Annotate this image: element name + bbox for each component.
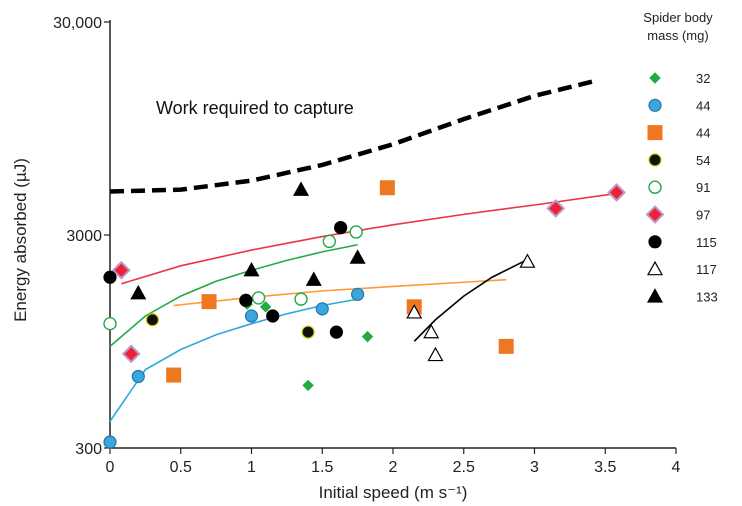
x-tick-label: 3 [530, 459, 539, 476]
data-point-triangle-open-117 [423, 323, 440, 339]
legend-label: 54 [696, 153, 710, 168]
y-ticks: 300 3000 30,000 [53, 15, 110, 458]
legend-marker-diamond [645, 205, 665, 224]
data-point-circle-44 [131, 369, 145, 384]
x-tick-label: 2 [389, 459, 398, 476]
data-point-circle-open-91 [251, 291, 266, 305]
data-point-triangle-133 [305, 271, 322, 286]
capture-annotation: Work required to capture [156, 98, 354, 118]
data-point-triangle-133 [293, 181, 310, 196]
data-point-circle-open-91 [349, 225, 363, 239]
markers [103, 180, 626, 449]
capture-work-curve [109, 77, 599, 194]
x-ticks: 0 0.5 1 1.5 2 2.5 3 3.5 4 [106, 448, 681, 476]
data-point-circle-54 [301, 325, 315, 339]
legend-label: 44 [696, 126, 710, 141]
legend-label: 44 [696, 98, 710, 113]
data-point-square-44 [201, 294, 217, 310]
data-point-square-44 [498, 338, 514, 354]
legend-label: 117 [696, 262, 717, 277]
data-point-circle-44 [244, 309, 259, 323]
legend-marker-triangle-open [646, 260, 664, 276]
x-tick-label: 1.5 [311, 459, 333, 476]
legend-title-line2: mass (mg) [647, 28, 708, 43]
data-point-diamond-97 [111, 260, 131, 280]
legend-title-line1: Spider body [643, 10, 713, 25]
legend: Spider body mass (mg) 32 44 44 54 91 97 115 117… [643, 10, 717, 304]
legend-marker-circle [648, 235, 662, 249]
legend-marker-diamond [649, 72, 661, 84]
y-tick-label: 300 [75, 441, 102, 458]
fit-curve [413, 258, 528, 342]
data-point-diamond-32 [302, 379, 314, 392]
x-axis-title: Initial speed (m s⁻¹) [319, 483, 468, 502]
legend-marker-circle [648, 153, 662, 167]
data-point-circle-54 [145, 313, 160, 327]
x-tick-label: 0.5 [170, 459, 192, 476]
x-tick-label: 3.5 [594, 459, 616, 476]
legend-marker-square [647, 125, 663, 141]
data-point-diamond-97 [607, 183, 626, 202]
data-point-diamond-97 [121, 344, 141, 364]
data-point-circle-115 [329, 325, 343, 339]
fit-curve [109, 243, 358, 347]
legend-marker-circle-open [648, 180, 662, 194]
legend-label: 115 [696, 235, 717, 250]
data-point-circle-open-91 [294, 292, 308, 306]
x-tick-label: 0 [106, 459, 115, 476]
data-point-triangle-133 [243, 261, 260, 277]
x-tick-label: 2.5 [453, 459, 475, 476]
data-point-diamond-32 [259, 301, 272, 313]
y-tick-label: 30,000 [53, 15, 102, 32]
y-tick-label: 3000 [66, 228, 102, 245]
y-axis-title: Energy absorbed (µJ) [11, 158, 30, 322]
data-point-triangle-open-117 [427, 346, 444, 362]
legend-label: 133 [696, 289, 718, 304]
data-point-circle-115 [103, 270, 117, 284]
legend-marker-triangle [646, 288, 664, 303]
legend-label: 91 [696, 180, 710, 195]
data-point-triangle-open-117 [519, 253, 536, 268]
data-point-diamond-32 [361, 330, 374, 343]
legend-marker-circle [648, 98, 662, 112]
x-tick-label: 4 [672, 459, 681, 476]
legend-label: 97 [696, 208, 710, 223]
data-point-circle-open-91 [322, 234, 337, 249]
data-point-circle-44 [351, 287, 365, 301]
data-point-circle-open-91 [103, 316, 117, 331]
fit-curve [121, 192, 617, 285]
data-point-square-44 [166, 367, 182, 383]
data-point-triangle-133 [349, 249, 366, 264]
x-tick-label: 1 [247, 459, 256, 476]
data-point-circle-115 [239, 293, 253, 307]
data-point-triangle-133 [130, 284, 147, 300]
curves [109, 77, 617, 422]
data-point-circle-44 [315, 302, 329, 316]
data-point-circle-115 [266, 309, 280, 323]
data-point-circle-44 [103, 435, 117, 449]
data-point-square-44 [379, 180, 395, 196]
data-point-diamond-97 [546, 198, 566, 218]
data-point-circle-115 [334, 220, 348, 235]
legend-label: 32 [696, 71, 710, 86]
data-point-triangle-open-117 [406, 304, 423, 319]
